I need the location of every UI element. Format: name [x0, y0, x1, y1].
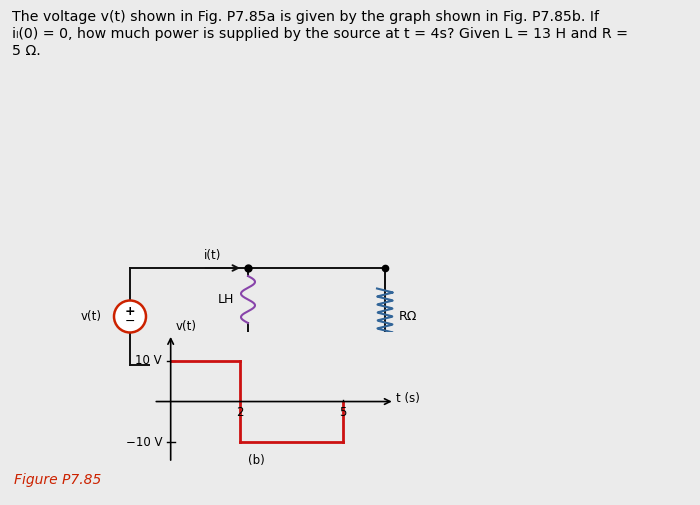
Text: 10 V: 10 V: [135, 354, 162, 367]
Text: −10 V: −10 V: [125, 436, 162, 449]
Text: iₗ(t): iₗ(t): [252, 333, 270, 343]
Text: (b): (b): [248, 454, 265, 467]
Text: 5 Ω.: 5 Ω.: [12, 44, 41, 58]
Text: Figure P7.85: Figure P7.85: [14, 473, 101, 487]
Text: RΩ: RΩ: [399, 310, 417, 323]
Text: 2: 2: [236, 406, 244, 419]
Text: LH: LH: [218, 293, 234, 306]
Text: +: +: [125, 305, 135, 318]
Text: t (s): t (s): [396, 392, 420, 405]
Text: v(t): v(t): [81, 310, 102, 323]
Text: (a): (a): [249, 377, 266, 390]
Text: −: −: [125, 315, 135, 328]
Text: iₗ(0) = 0, how much power is supplied by the source at t = 4s? Given L = 13 H an: iₗ(0) = 0, how much power is supplied by…: [12, 27, 628, 41]
Text: The voltage v(t) shown in Fig. P7.85a is given by the graph shown in Fig. P7.85b: The voltage v(t) shown in Fig. P7.85a is…: [12, 10, 599, 24]
Circle shape: [114, 300, 146, 332]
Text: 5: 5: [340, 406, 346, 419]
Text: i(t): i(t): [204, 249, 222, 262]
Text: v(t): v(t): [176, 320, 197, 333]
